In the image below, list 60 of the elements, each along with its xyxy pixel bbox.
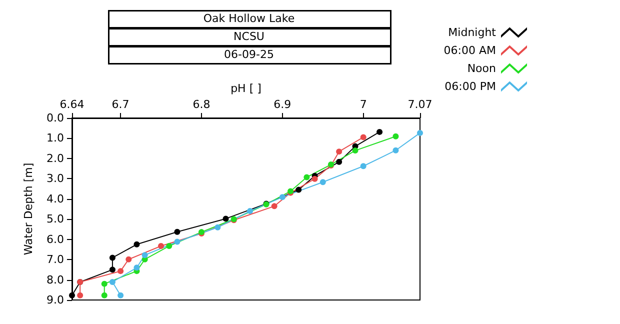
point (142, 252, 148, 258)
legend-label: Noon (467, 62, 496, 75)
y-tick-label: 4.0 (46, 192, 64, 206)
point (312, 176, 318, 182)
point (417, 130, 423, 136)
point (336, 148, 342, 155)
y-tick-label: 6.0 (46, 232, 64, 246)
x-axis-title: pH [ ] (230, 82, 262, 95)
x-tick-label: 7 (360, 98, 367, 111)
y-tick-label: 5.0 (46, 212, 64, 226)
point (101, 280, 108, 287)
point (77, 292, 84, 298)
point (222, 216, 229, 222)
y-tick-label: 9.0 (46, 294, 64, 306)
point (214, 224, 221, 230)
point (174, 238, 180, 245)
point (352, 148, 358, 154)
point (109, 279, 116, 285)
x-tick-label: 7.07 (408, 98, 432, 111)
legend-label: 06:00 AM (444, 44, 496, 57)
point (109, 254, 116, 261)
point (360, 134, 366, 140)
point (304, 174, 310, 180)
point (134, 264, 140, 271)
point (174, 228, 180, 235)
point (158, 243, 164, 250)
chart-subtitle: NCSU (234, 30, 264, 43)
point (109, 266, 116, 273)
point (166, 243, 172, 250)
point (118, 268, 124, 274)
x-tick-label: 6.9 (274, 98, 292, 111)
legend-label: 06:00 PM (444, 80, 496, 93)
point (376, 128, 383, 135)
point (69, 292, 75, 298)
point (392, 147, 399, 154)
point (320, 179, 326, 186)
point (279, 194, 286, 200)
x-tick-label: 6.8 (192, 98, 210, 111)
point (247, 208, 254, 214)
point (360, 163, 366, 170)
point (101, 292, 108, 298)
text: 06-09-25 (224, 48, 274, 61)
y-tick-label: 8.0 (46, 273, 64, 286)
point (336, 158, 342, 165)
x-tick-label: 6.64 (60, 98, 84, 111)
y-tick-label: 1.0 (46, 132, 64, 145)
y-tick-label: 3.0 (46, 172, 64, 186)
y-axis-title: Water Depth [m] (22, 162, 35, 256)
y-tick-label: 7.0 (46, 253, 64, 266)
y-tick-label: 0.0 (46, 112, 64, 124)
point (296, 186, 302, 193)
chart-title: Oak Hollow Lake (203, 12, 295, 25)
x-tick-label: 6.7 (112, 98, 130, 111)
point (134, 241, 140, 248)
legend-label: Midnight (448, 26, 497, 39)
point (126, 256, 132, 262)
point (271, 203, 278, 210)
point (118, 292, 124, 298)
point (392, 133, 399, 140)
y-tick-label: 2.0 (46, 152, 64, 165)
